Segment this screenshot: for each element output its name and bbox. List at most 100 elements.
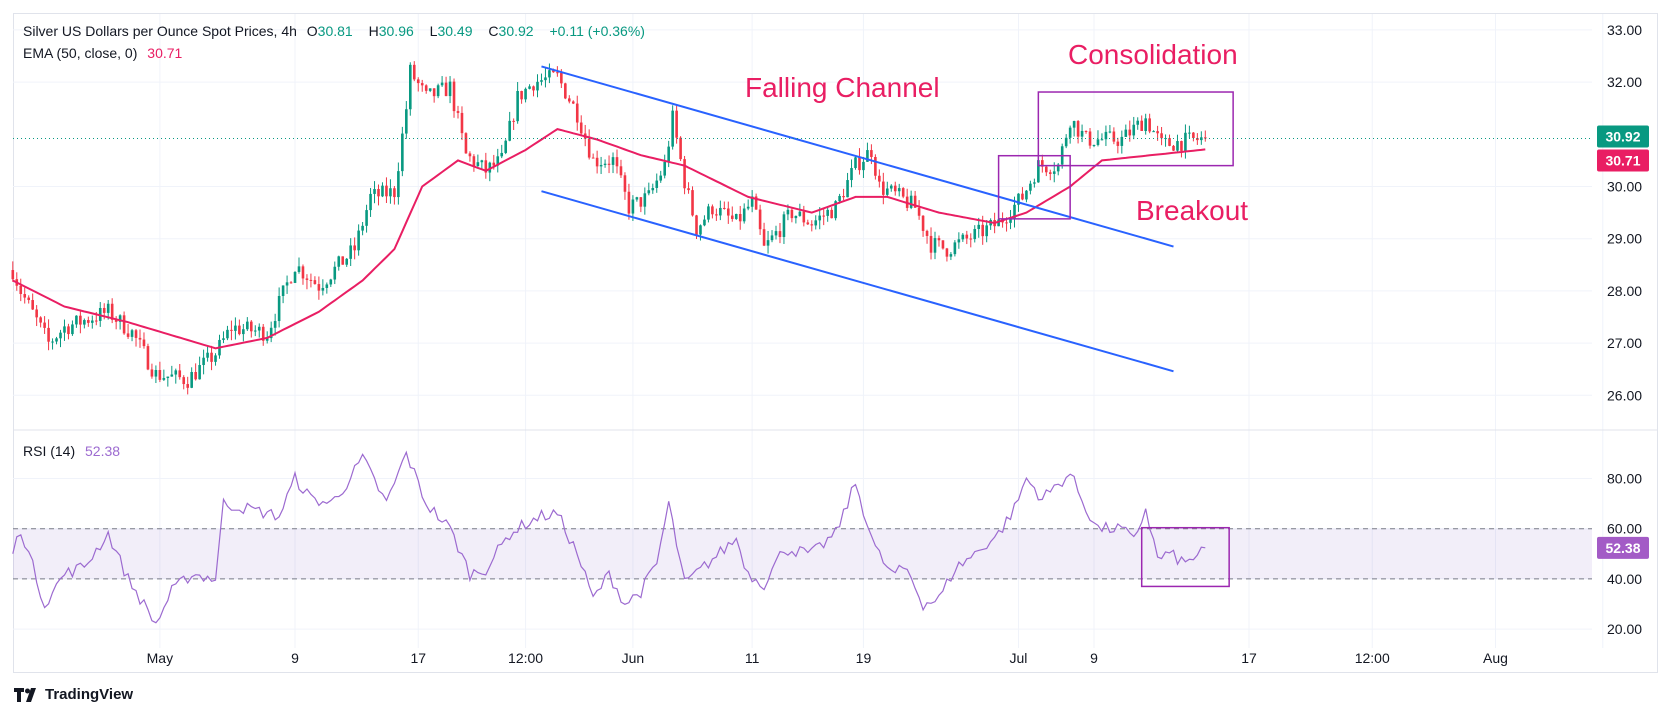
candle-body <box>1192 132 1195 138</box>
time-tick-label: 9 <box>291 650 299 666</box>
candle-body <box>1160 133 1163 139</box>
candle-body <box>293 271 297 283</box>
candle-body <box>1100 139 1104 141</box>
candle-body <box>452 81 456 112</box>
candle-body <box>1021 193 1024 200</box>
price-tick-label: 29.00 <box>1607 231 1642 247</box>
candle-body <box>850 168 853 181</box>
candle-body <box>1045 166 1048 173</box>
candle-body <box>146 346 150 370</box>
candles <box>11 61 1207 395</box>
candle-body <box>488 162 492 173</box>
candle-body <box>715 214 718 216</box>
candle-body <box>734 213 738 219</box>
candle-body <box>134 330 138 338</box>
time-tick-label: Jun <box>622 650 645 666</box>
time-tick-label: 19 <box>856 650 872 666</box>
candle-body <box>627 191 631 214</box>
candle-body <box>794 215 798 219</box>
candle-body <box>297 266 301 272</box>
ema-legend[interactable]: EMA (50, close, 0) 30.71 <box>23 45 183 61</box>
candle-body <box>913 195 917 208</box>
candle-body <box>257 326 261 331</box>
candle-body <box>1140 120 1143 131</box>
candle-body <box>770 235 774 241</box>
candle-body <box>1168 138 1171 146</box>
candle-body <box>611 157 615 165</box>
candle-body <box>1152 131 1155 133</box>
candle-body <box>190 372 193 388</box>
candle-body <box>416 79 420 84</box>
candle-body <box>369 193 372 211</box>
candle-body <box>261 326 265 341</box>
low-value: 30.49 <box>437 23 473 39</box>
candle-body <box>87 320 90 323</box>
tradingview-logo[interactable]: TradingView <box>14 686 133 703</box>
price-tick-label: 28.00 <box>1607 283 1642 299</box>
candle-body <box>909 195 913 208</box>
candle-body <box>512 120 515 122</box>
open-value: 30.81 <box>317 23 353 39</box>
candle-body <box>516 91 519 122</box>
candle-body <box>564 83 567 99</box>
ema-badge: 30.71 <box>1605 152 1640 168</box>
candle-body <box>814 220 818 226</box>
candle-body <box>1005 222 1008 224</box>
candle-body <box>202 357 205 366</box>
price-tick-label: 27.00 <box>1607 335 1642 351</box>
candle-body <box>882 181 885 195</box>
candle-body <box>468 153 472 157</box>
candle-body <box>921 215 925 231</box>
candle-body <box>47 327 50 342</box>
candle-body <box>182 377 186 385</box>
candle-body <box>142 339 146 347</box>
candle-body <box>500 152 504 157</box>
candle-body <box>818 215 822 221</box>
candle-body <box>1068 127 1072 138</box>
candle-body <box>397 171 400 198</box>
candle-body <box>854 157 857 169</box>
candle-body <box>94 320 98 322</box>
candle-body <box>723 207 726 209</box>
candle-body <box>548 70 551 78</box>
candle-body <box>460 112 464 134</box>
candle-body <box>893 185 897 192</box>
candle-body <box>253 330 257 332</box>
candle-body <box>556 72 559 74</box>
candle-body <box>51 341 54 343</box>
candle-body <box>122 315 126 334</box>
candle-body <box>55 338 58 342</box>
breakout-box <box>997 154 1071 220</box>
candle-body <box>953 242 957 255</box>
candle-body <box>782 214 786 237</box>
rsi-legend[interactable]: RSI (14) 52.38 <box>23 443 121 459</box>
candle-body <box>1148 118 1151 132</box>
candle-body <box>174 370 178 375</box>
candle-body <box>587 138 591 158</box>
candle-body <box>607 163 611 165</box>
candle-body <box>281 285 285 296</box>
candle-body <box>965 234 969 239</box>
candle-body <box>671 110 674 147</box>
time-tick-label: 17 <box>410 650 426 666</box>
candle-body <box>412 64 416 80</box>
candle-body <box>285 282 289 286</box>
candle-body <box>1136 120 1140 125</box>
candle-body <box>798 211 802 216</box>
candle-body <box>43 322 46 328</box>
candle-body <box>1084 130 1088 132</box>
candle-body <box>289 282 293 284</box>
candle-body <box>655 180 659 188</box>
rsi-value: 52.38 <box>85 443 121 459</box>
candle-body <box>170 374 174 377</box>
candle-body <box>1072 121 1076 128</box>
candle-body <box>579 122 583 134</box>
candle-body <box>925 230 929 236</box>
candle-body <box>361 225 364 231</box>
candle-body <box>269 327 273 339</box>
candle-body <box>305 278 309 280</box>
candle-body <box>246 321 249 330</box>
candle-body <box>524 88 527 100</box>
candle-body <box>35 309 38 318</box>
